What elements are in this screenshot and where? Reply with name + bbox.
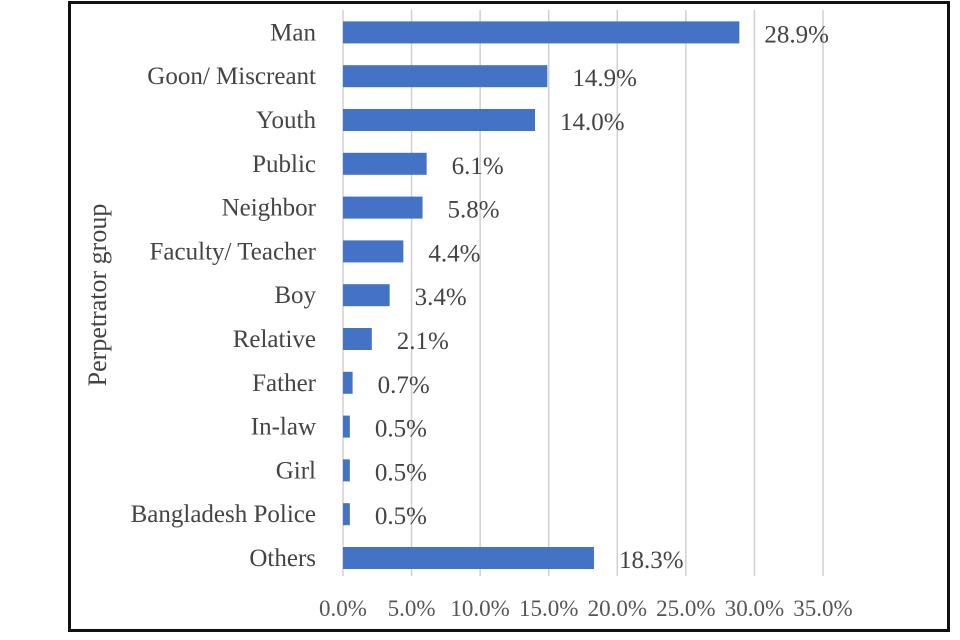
category-label-3: Public [252, 151, 316, 178]
category-label-12: Others [249, 545, 316, 572]
data-label-1: 14.9% [572, 65, 637, 92]
x-tick-label-4: 20.0% [588, 596, 647, 621]
bar-0 [343, 21, 740, 44]
bar-5 [343, 240, 404, 263]
category-label-8: Father [252, 370, 317, 397]
category-label-7: Relative [233, 326, 316, 353]
data-label-7: 2.1% [397, 328, 449, 355]
data-label-4: 5.8% [448, 197, 500, 224]
category-label-11: Bangladesh Police [131, 501, 316, 528]
data-label-2: 14.0% [560, 109, 625, 136]
x-tick-labels: 0.0% 5.0% 10.0% 15.0% 20.0% 25.0% 30.0% 35.0% [319, 596, 853, 621]
gridlines [342, 10, 824, 576]
x-tick-label-7: 35.0% [793, 596, 852, 621]
category-label-0: Man [270, 19, 316, 46]
category-labels: Man Goon/ Miscreant Youth Public Neighbor Fac… [131, 19, 317, 572]
x-tick-label-2: 10.0% [450, 596, 509, 621]
x-tick-label-5: 25.0% [656, 596, 715, 621]
category-label-1: Goon/ Miscreant [147, 63, 316, 90]
bar-8 [343, 371, 353, 394]
data-label-3: 6.1% [452, 153, 504, 180]
category-label-10: Girl [276, 457, 316, 484]
data-label-6: 3.4% [415, 284, 467, 311]
x-tick-label-6: 30.0% [725, 596, 784, 621]
bar-9 [343, 415, 350, 438]
category-label-2: Youth [256, 107, 316, 134]
bars [343, 21, 740, 569]
data-label-9: 0.5% [375, 416, 427, 443]
bar-3 [343, 152, 427, 175]
bar-10 [343, 459, 350, 482]
x-tick-label-1: 5.0% [388, 596, 436, 621]
data-label-12: 18.3% [619, 547, 684, 574]
bar-7 [343, 328, 372, 350]
data-label-11: 0.5% [375, 503, 427, 530]
chart-frame [68, 1, 950, 632]
data-label-8: 0.7% [378, 372, 430, 399]
x-tick-label-0: 0.0% [319, 596, 367, 621]
y-axis-title: Perpetrator group [83, 204, 112, 387]
category-label-6: Boy [274, 282, 316, 309]
data-label-0: 28.9% [764, 21, 829, 48]
category-label-4: Neighbor [222, 195, 317, 222]
bar-11 [343, 503, 350, 526]
data-labels: 28.9% 14.9% 14.0% 6.1% 5.8% 4.4% 3.4% 2.1% 0.7% 0… [375, 21, 829, 574]
bar-4 [343, 196, 423, 219]
data-label-10: 0.5% [375, 459, 427, 486]
bar-6 [343, 284, 390, 307]
category-label-9: In-law [251, 414, 316, 441]
x-tick-label-3: 15.0% [519, 596, 578, 621]
data-label-5: 4.4% [428, 240, 480, 267]
bar-1 [343, 65, 548, 88]
bar-12 [343, 547, 594, 569]
category-label-5: Faculty/ Teacher [150, 238, 317, 265]
bar-2 [343, 109, 535, 131]
